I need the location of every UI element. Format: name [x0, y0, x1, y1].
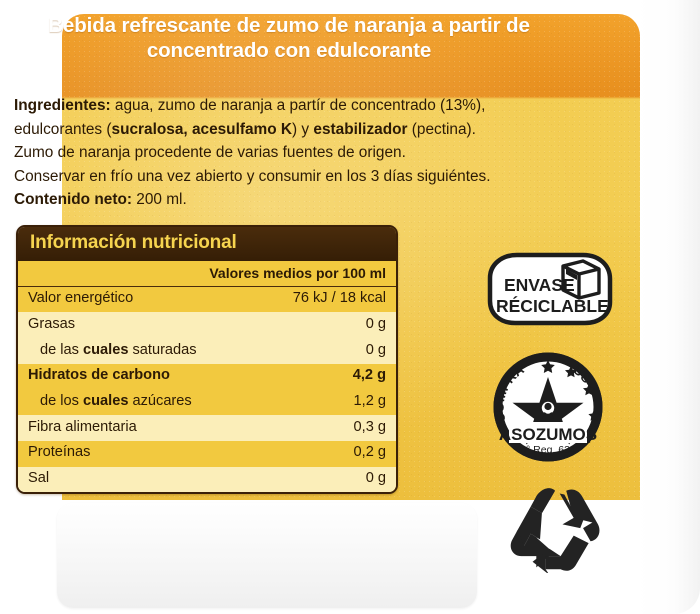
- mobius-recycle-icon: [510, 488, 600, 573]
- storage-note: Conservar en frío una vez abierto y cons…: [14, 167, 491, 185]
- asozumos-seal-icon: COMPRA US ASOZUMOS n° Reg. 634: [492, 352, 603, 462]
- nutrition-subheader: Valores medios por 100 ml: [18, 260, 396, 287]
- nutrition-row-name: Hidratos de carbono: [18, 363, 255, 390]
- nutrition-row-name: Fibra alimentaria: [18, 415, 255, 441]
- asozumos-registration: n° Reg. 634: [520, 444, 576, 456]
- nutrition-row-name: Valor energético: [18, 286, 255, 313]
- carton-package-icon: [561, 259, 601, 300]
- blank-white-panel: [57, 503, 477, 608]
- envase-line-1: ENVASE: [504, 275, 575, 295]
- nutrition-row-name: de los cuales azúcares: [18, 389, 255, 416]
- asozumos-seal: COMPRA US ASOZUMOS n° Reg. 634: [491, 350, 605, 464]
- nutrition-row-value: 0,3 g: [254, 415, 396, 441]
- ingredients-line-1: Ingredientes: agua, zumo de naranja a pa…: [14, 94, 564, 118]
- recyclable-package-badge: ENVASE RÉCICLABLE: [487, 252, 613, 326]
- asozumos-name: ASOZUMOS: [499, 425, 597, 444]
- ingredients-line-1-text: agua, zumo de naranja a partír de concen…: [110, 97, 486, 114]
- nutrition-row: Hidratos de carbono 4,2 g: [18, 363, 396, 390]
- nutrition-table: Información nutricional Valores medios p…: [16, 225, 398, 495]
- origin-note: Zumo de naranja procedente de varias fue…: [14, 144, 406, 161]
- package-right-edge: [636, 0, 700, 614]
- nutrition-row-name: Grasas: [18, 312, 255, 339]
- stabiliser-name: estabilizador: [313, 120, 408, 138]
- product-title: Bebida refrescante de zumo de naranja a …: [48, 14, 530, 62]
- ingredients-line-2: edulcorantes (sucralosa, acesulfamo K) y…: [14, 118, 564, 142]
- product-title-band: Bebida refrescante de zumo de naranja a …: [0, 0, 578, 76]
- nutrition-title-bar: Información nutricional: [18, 227, 396, 261]
- nutrition-row-name: de las cuales saturadas: [18, 338, 255, 364]
- seal-small-stars: [541, 360, 600, 444]
- nutrition-row: de las cuales saturadas 0 g: [18, 338, 396, 364]
- ingredients-line-2-mid: ) y: [292, 120, 314, 138]
- recyclable-package-badge-icon: ENVASE RÉCICLABLE: [487, 252, 613, 326]
- nutrition-row: Sal 0 g: [18, 466, 396, 493]
- nutrition-values-table: Valor energético 76 kJ / 18 kcal Grasas 0 g…: [18, 286, 396, 493]
- ingredients-label: Ingredientes:: [14, 97, 111, 114]
- nutrition-row: Proteínas 0,2 g: [18, 440, 396, 467]
- net-content-label: Contenido neto:: [14, 191, 132, 208]
- recycling-symbol: [508, 487, 602, 573]
- nutrition-row-name: Proteínas: [18, 440, 255, 467]
- ingredients-line-2-pre: edulcorantes (: [14, 120, 112, 138]
- sweeteners-name: sucralosa, acesulfamo K: [111, 120, 293, 138]
- nutrition-row-value: 4,2 g: [254, 363, 396, 390]
- envase-line-2: RÉCICLABLE: [496, 295, 609, 316]
- nutrition-row-value: 0 g: [254, 312, 396, 339]
- nutrition-row-value: 76 kJ / 18 kcal: [254, 286, 396, 313]
- nutrition-row-value: 1,2 g: [254, 389, 396, 416]
- nutrition-table-body: Valor energético 76 kJ / 18 kcal Grasas 0 g…: [18, 286, 396, 493]
- ingredients-line-2-post: (pectina).: [407, 120, 476, 138]
- net-content-line: Contenido neto: 200 ml.: [14, 188, 564, 212]
- nutrition-row-value: 0,2 g: [254, 440, 396, 467]
- ingredients-block: Ingredientes: agua, zumo de naranja a pa…: [0, 94, 578, 212]
- net-content-value: 200 ml.: [131, 191, 187, 208]
- nutrition-row: Grasas 0 g: [18, 312, 396, 339]
- nutrition-row-name: Sal: [18, 466, 255, 493]
- nutrition-title: Información nutricional: [30, 232, 237, 253]
- nutrition-row: de los cuales azúcares 1,2 g: [18, 389, 396, 416]
- nutrition-row-value: 0 g: [254, 338, 396, 364]
- nutrition-row: Fibra alimentaria 0,3 g: [18, 415, 396, 441]
- nutrition-row: Valor energético 76 kJ / 18 kcal: [18, 286, 396, 313]
- nutrition-row-value: 0 g: [254, 466, 396, 493]
